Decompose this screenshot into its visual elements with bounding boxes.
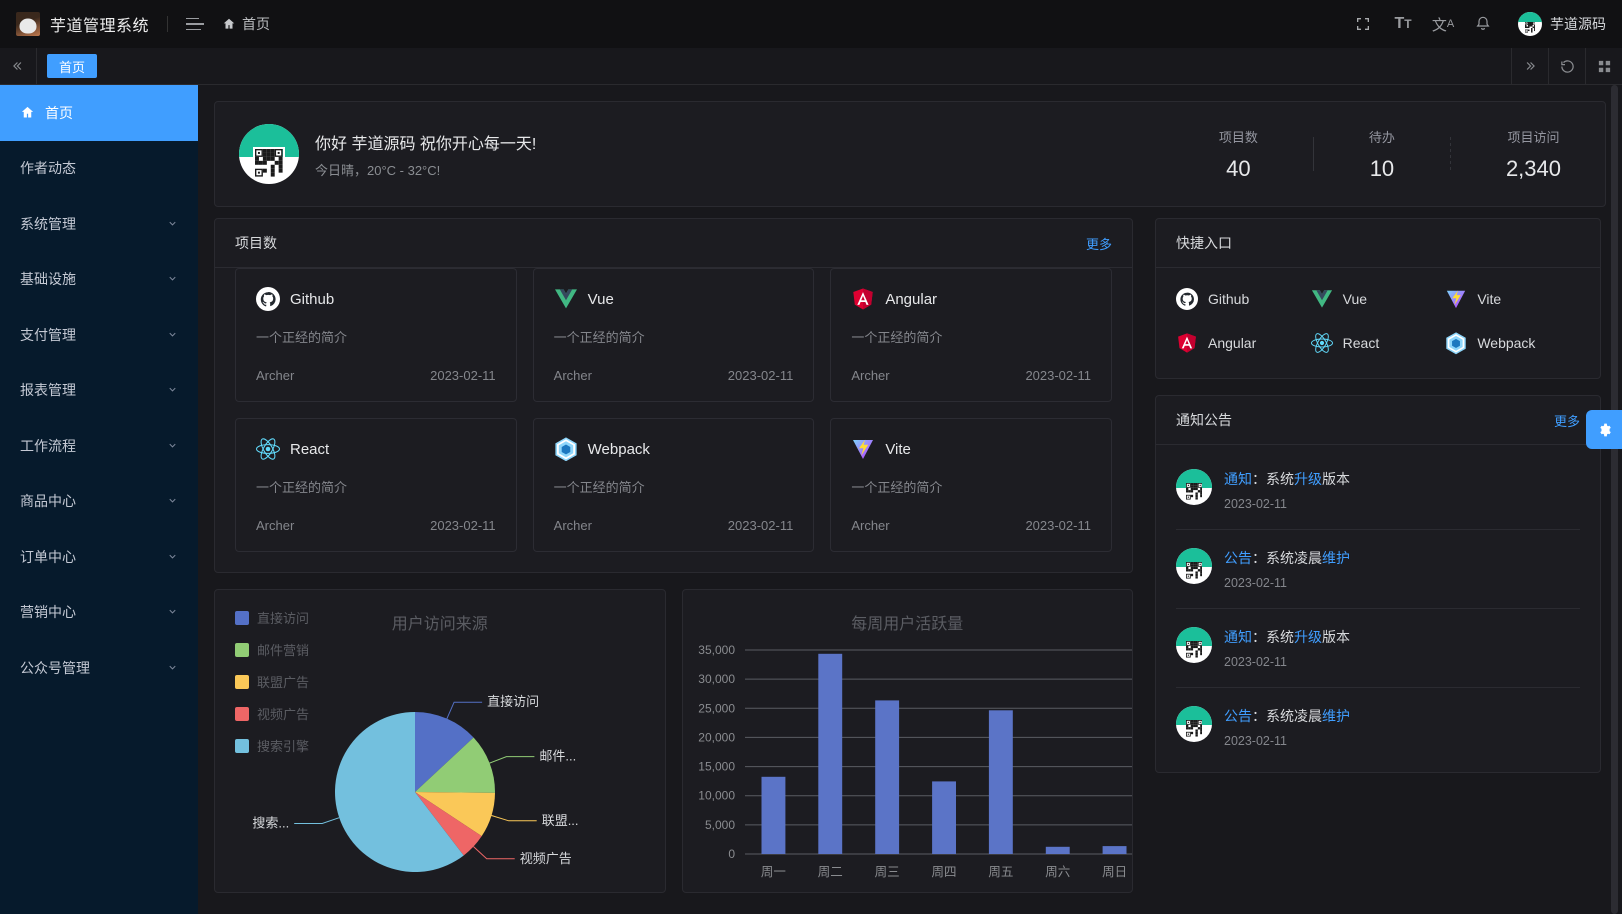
svg-text:35,000: 35,000 [698,643,735,657]
svg-text:周二: 周二 [817,865,842,879]
svg-text:视频广告: 视频广告 [520,851,572,866]
svg-text:15,000: 15,000 [698,760,735,774]
svg-text:20,000: 20,000 [698,730,735,744]
svg-text:周四: 周四 [931,865,956,879]
svg-text:周六: 周六 [1045,865,1070,879]
svg-text:周三: 周三 [874,865,899,879]
svg-text:周五: 周五 [988,865,1013,879]
svg-text:搜索...: 搜索... [252,816,289,831]
svg-text:30,000: 30,000 [698,672,735,686]
svg-text:邮件...: 邮件... [539,749,576,764]
svg-text:周一: 周一 [760,865,785,879]
svg-text:直接访问: 直接访问 [487,694,539,709]
svg-text:联盟...: 联盟... [542,813,579,828]
svg-text:5,000: 5,000 [704,818,734,832]
svg-text:25,000: 25,000 [698,701,735,715]
svg-text:周日: 周日 [1102,865,1127,879]
svg-text:10,000: 10,000 [698,789,735,803]
svg-text:0: 0 [728,847,735,861]
